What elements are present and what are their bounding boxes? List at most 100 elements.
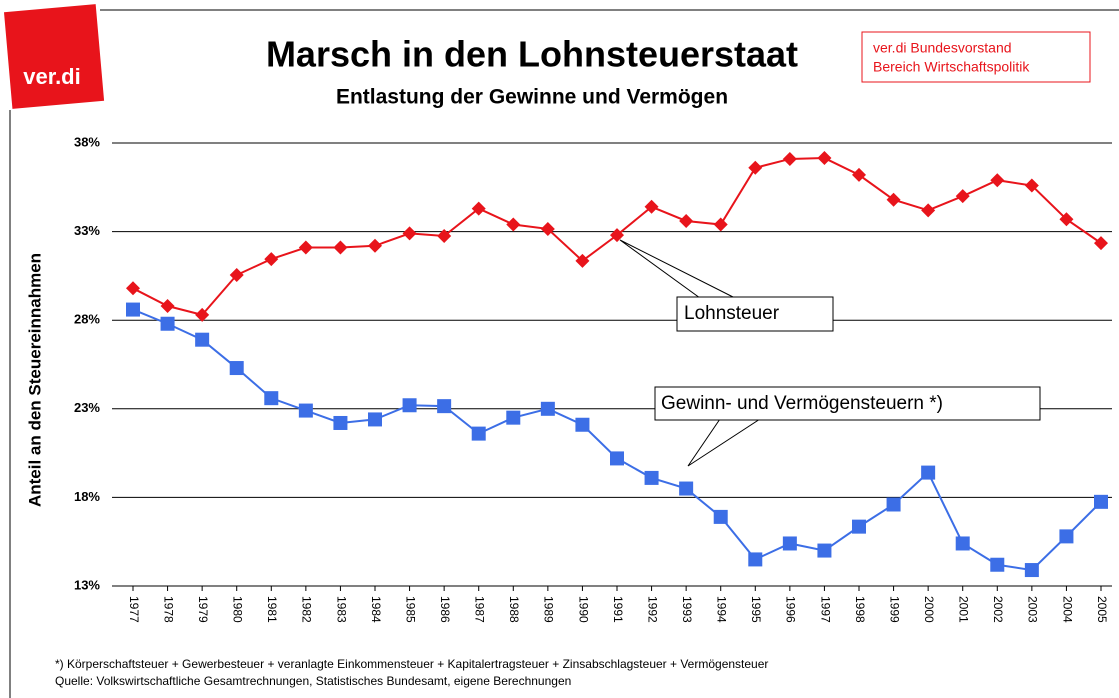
x-tick-label: 1990 — [576, 596, 590, 623]
x-tick-label: 1996 — [784, 596, 798, 623]
series-line — [132, 308, 1102, 572]
marker — [368, 238, 382, 253]
marker — [921, 203, 936, 218]
marker — [333, 240, 348, 255]
marker — [644, 470, 659, 485]
marker — [1024, 178, 1039, 193]
marker — [126, 281, 140, 296]
x-tick-label: 1978 — [161, 596, 175, 623]
marker — [471, 201, 486, 216]
marker — [575, 417, 590, 432]
x-tick-label: 1987 — [473, 596, 487, 623]
marker — [160, 316, 175, 331]
x-tick-label: 1980 — [231, 596, 245, 623]
marker — [298, 403, 313, 418]
x-tick-label: 2004 — [1060, 596, 1074, 623]
logo: ver.di — [23, 64, 80, 89]
marker — [402, 398, 417, 413]
marker — [921, 465, 936, 480]
marker — [540, 401, 555, 416]
marker — [540, 221, 555, 236]
marker — [644, 199, 659, 214]
marker — [195, 332, 210, 347]
marker — [437, 229, 452, 244]
marker — [471, 426, 486, 441]
marker — [264, 252, 279, 267]
publisher: Bereich Wirtschaftspolitik — [873, 59, 1030, 75]
marker — [1059, 212, 1074, 227]
x-tick-label: 1985 — [403, 596, 417, 623]
footnote: *) Körperschaftsteuer + Gewerbesteuer + … — [55, 657, 768, 671]
x-tick-label: 1981 — [265, 596, 279, 623]
marker — [298, 240, 313, 255]
x-tick-label: 2002 — [991, 596, 1005, 623]
marker — [437, 399, 452, 414]
series-label: Gewinn- und Vermögensteuern *) — [661, 393, 943, 414]
series-label: Lohnsteuer — [684, 303, 780, 324]
marker — [126, 302, 140, 317]
x-tick-label: 1989 — [542, 596, 556, 623]
marker — [748, 160, 763, 175]
marker — [506, 217, 521, 232]
marker — [713, 509, 728, 524]
x-tick-label: 1977 — [127, 596, 141, 623]
marker — [1024, 563, 1039, 578]
chart-subtitle: Entlastung der Gewinne und Vermögen — [336, 86, 728, 109]
marker — [368, 412, 382, 427]
y-tick-label: 18% — [74, 489, 100, 504]
marker — [229, 268, 244, 283]
x-tick-label: 1995 — [749, 596, 763, 623]
y-tick-label: 33% — [74, 223, 100, 238]
marker — [886, 497, 901, 512]
marker — [990, 557, 1005, 572]
marker — [610, 228, 624, 243]
marker — [782, 536, 797, 551]
marker — [852, 519, 866, 534]
callout-pointer — [687, 418, 762, 467]
callout-box — [676, 296, 834, 332]
logo-box — [3, 4, 105, 109]
callout-pointer — [619, 239, 736, 299]
marker — [1094, 236, 1108, 251]
marker — [955, 536, 970, 551]
x-tick-label: 1997 — [818, 596, 832, 623]
x-tick-label: 1994 — [715, 596, 729, 623]
y-tick-label: 13% — [74, 577, 100, 592]
marker — [955, 189, 970, 204]
x-tick-label: 1991 — [611, 596, 625, 623]
publisher: ver.di Bundesvorstand — [873, 40, 1012, 56]
marker — [610, 451, 624, 466]
marker — [1059, 529, 1074, 544]
x-tick-label: 1979 — [196, 596, 210, 623]
marker — [817, 151, 832, 166]
x-tick-label: 1983 — [334, 596, 348, 623]
callout-box — [654, 386, 1041, 421]
x-tick-label: 2005 — [1095, 596, 1109, 623]
x-tick-label: 2003 — [1026, 596, 1040, 623]
chart-title: Marsch in den Lohnsteuerstaat — [266, 34, 798, 75]
marker — [817, 543, 832, 558]
x-tick-label: 1986 — [438, 596, 452, 623]
y-tick-label: 38% — [74, 134, 100, 149]
x-tick-label: 1993 — [680, 596, 694, 623]
x-tick-label: 1998 — [853, 596, 867, 623]
x-tick-label: 2001 — [957, 596, 971, 623]
marker — [886, 192, 901, 207]
x-tick-label: 1984 — [369, 596, 383, 623]
marker — [1094, 494, 1108, 509]
footnote: Quelle: Volkswirtschaftliche Gesamtrechn… — [55, 674, 571, 688]
marker — [575, 253, 590, 268]
x-tick-label: 1982 — [300, 596, 314, 623]
publisher-box — [861, 31, 1091, 83]
marker — [229, 361, 244, 376]
marker — [402, 226, 417, 241]
x-tick-label: 1999 — [887, 596, 901, 623]
marker — [679, 481, 694, 496]
marker — [195, 307, 210, 322]
marker — [264, 391, 279, 406]
marker — [748, 552, 763, 567]
x-tick-label: 1992 — [645, 596, 659, 623]
marker — [713, 217, 728, 232]
marker — [990, 173, 1005, 188]
